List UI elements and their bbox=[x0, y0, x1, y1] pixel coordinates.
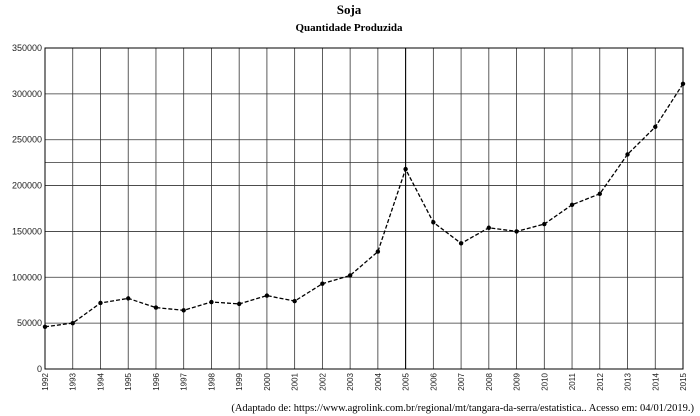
gridlines bbox=[44, 47, 684, 370]
x-tick-label: 1993 bbox=[69, 372, 78, 390]
x-tick-label: 2005 bbox=[402, 372, 411, 390]
data-point bbox=[292, 298, 297, 304]
data-point bbox=[680, 81, 686, 86]
series-line bbox=[44, 83, 684, 328]
data-point bbox=[569, 202, 575, 208]
data-point bbox=[625, 152, 630, 157]
data-point bbox=[209, 299, 214, 305]
source-note: (Adaptado de: https://www.agrolink.com.b… bbox=[231, 403, 694, 414]
x-tick-label: 1999 bbox=[235, 372, 244, 390]
data-point bbox=[403, 166, 408, 172]
x-tick-label: 2014 bbox=[651, 372, 660, 390]
data-point bbox=[126, 296, 131, 301]
data-point bbox=[153, 305, 159, 310]
y-tick-label: 100000 bbox=[12, 272, 42, 282]
x-tick-label: 2002 bbox=[318, 372, 327, 390]
x-tick-label: 1998 bbox=[207, 372, 216, 390]
data-point bbox=[597, 191, 602, 197]
y-tick-label: 150000 bbox=[12, 226, 42, 236]
data-point bbox=[542, 221, 547, 227]
x-tick-label: 2009 bbox=[513, 372, 522, 390]
x-tick-label: 2006 bbox=[429, 372, 438, 390]
data-point bbox=[486, 225, 492, 230]
plot-frame bbox=[44, 47, 684, 370]
data-point bbox=[375, 249, 381, 254]
x-tick-label: 1996 bbox=[152, 372, 161, 390]
x-tick-label: 2011 bbox=[568, 372, 577, 390]
x-tick-label: 2012 bbox=[596, 372, 605, 390]
y-tick-label: 200000 bbox=[12, 181, 42, 191]
x-tick-label: 2010 bbox=[540, 372, 549, 390]
data-point bbox=[514, 229, 519, 234]
x-tick-label: 2008 bbox=[485, 372, 494, 390]
y-tick-label: 350000 bbox=[12, 43, 42, 53]
x-tick-label: 2013 bbox=[624, 372, 633, 390]
y-tick-label: 50000 bbox=[17, 318, 42, 328]
x-tick-label: 1997 bbox=[180, 372, 189, 390]
data-point bbox=[653, 124, 658, 130]
x-tick-label: 1992 bbox=[41, 372, 50, 390]
data-point bbox=[320, 281, 325, 286]
y-axis-ticks: 0 50000 100000 150000 200000 250000 300000 3500… bbox=[12, 43, 42, 374]
data-point bbox=[98, 300, 103, 306]
x-tick-label: 2007 bbox=[457, 372, 466, 390]
x-tick-label: 2015 bbox=[679, 372, 688, 390]
x-tick-label: 2000 bbox=[263, 372, 272, 390]
data-point bbox=[70, 320, 75, 326]
y-tick-label: 300000 bbox=[12, 89, 42, 99]
data-point bbox=[181, 308, 186, 313]
data-point bbox=[458, 241, 464, 246]
x-tick-label: 1995 bbox=[124, 372, 133, 390]
data-point bbox=[264, 293, 270, 298]
data-point bbox=[431, 220, 436, 225]
data-point bbox=[42, 324, 48, 330]
y-tick-label: 0 bbox=[37, 364, 42, 374]
y-tick-label: 250000 bbox=[12, 135, 42, 145]
data-point bbox=[236, 301, 242, 307]
chart-subtitle: Quantidade Produzida bbox=[295, 22, 403, 34]
data-points bbox=[42, 81, 686, 330]
x-tick-label: 2003 bbox=[346, 372, 355, 390]
x-tick-label: 2004 bbox=[374, 372, 383, 390]
x-axis-ticks: 1992 1993 1994 1995 1996 1997 1998 1999 2000 2001… bbox=[41, 372, 688, 390]
chart-title: Soja bbox=[337, 2, 362, 17]
x-tick-label: 2001 bbox=[291, 372, 300, 390]
x-tick-label: 1994 bbox=[96, 372, 105, 390]
data-point bbox=[347, 273, 353, 278]
